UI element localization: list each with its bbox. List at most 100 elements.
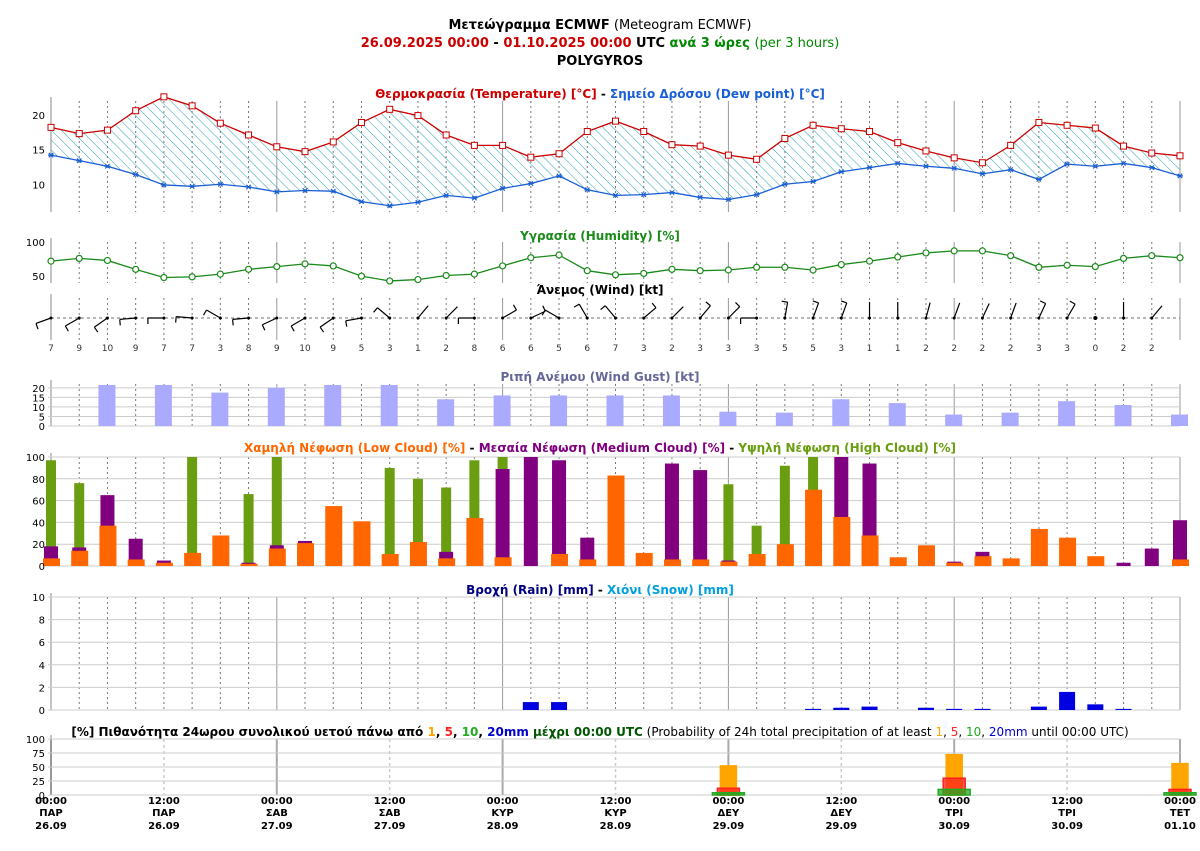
precip-title-rain: Βροχή (Rain) [mm] (466, 583, 594, 597)
humidity-point (696, 267, 704, 275)
gust-bar (719, 411, 737, 426)
low-cloud-bar (240, 563, 258, 566)
wind-barb (573, 303, 589, 320)
date-range: 26.09.2025 00:00 - 01.10.2025 00:00 UTC … (0, 35, 1200, 52)
gust-bar (493, 395, 511, 426)
wind-barb-shaft (981, 303, 990, 319)
dewpoint-point (781, 181, 788, 187)
y-tick-label: 10 (32, 593, 45, 604)
wind-barb (1093, 316, 1098, 320)
humidity-point (499, 262, 507, 270)
wind-barb (670, 306, 684, 320)
low-cloud-bar (381, 554, 399, 566)
high-cloud-bar (779, 465, 790, 566)
wind-barb-shaft (784, 302, 789, 319)
dewpoint-point-d2 (1008, 167, 1014, 173)
prob-title-t5: 5 (444, 725, 453, 739)
y-tick-label: 8 (39, 616, 45, 627)
wind-barb-flag (175, 316, 177, 323)
temperature-point (357, 119, 365, 127)
wind-speed-label: 2 (1008, 344, 1014, 354)
wind-barb-flag (812, 300, 819, 304)
dewpoint-point-d2 (697, 194, 703, 201)
medium-cloud-bar (1116, 562, 1131, 566)
x-tick-time: 00:00 (712, 796, 744, 807)
low-cloud-bar (99, 525, 117, 566)
wind-barb (541, 309, 561, 320)
wind-barb-shaft (176, 316, 193, 319)
dewpoint-point-d2 (443, 192, 449, 198)
wind-barb (781, 300, 789, 320)
y-tick-label: 80 (32, 475, 45, 486)
wind-barb-flag (1069, 300, 1076, 305)
y-tick-label: 75 (32, 749, 45, 760)
gust-title: Ριπή Ανέμου (Wind Gust) [kt] (500, 370, 700, 384)
precip-title-snow: Χιόνι (Snow) [mm] (607, 583, 734, 597)
wind-barb (175, 316, 194, 323)
dewpoint-point-d2 (245, 184, 252, 190)
dewpoint-point-d2 (1149, 164, 1155, 171)
y-tick-label: 15 (32, 393, 45, 404)
wind-barb (119, 316, 138, 326)
dewpoint-point-d2 (782, 181, 788, 187)
humidity-point (103, 256, 112, 265)
wind-barb-flag (261, 324, 266, 331)
y-tick-label: 10 (32, 180, 45, 191)
y-tick-label: 10 (32, 403, 45, 414)
wind-barb (1150, 305, 1163, 320)
y-tick-label: 0 (39, 791, 45, 802)
low-cloud-bar (184, 552, 202, 566)
humidity-point (1007, 252, 1015, 260)
temperature-point (668, 141, 676, 149)
wind-barb (416, 305, 429, 320)
temperature-point (978, 159, 986, 167)
wind-speed-label: 2 (980, 344, 986, 354)
wind-barb-shaft (812, 302, 820, 319)
humidity-point (132, 265, 140, 273)
dewpoint-point-d2 (387, 203, 393, 209)
medium-cloud-bar (693, 470, 708, 566)
dewpoint-point (612, 192, 619, 198)
x-tick-day: ΔΕΥ (717, 808, 740, 819)
dewpoint-point (1148, 164, 1155, 171)
high-cloud-bar (751, 525, 762, 566)
low-cloud-bar (579, 559, 597, 566)
x-tick-date: 26.09 (35, 821, 67, 832)
x-tick-time: 00:00 (35, 796, 67, 807)
dewpoint-point-d2 (1036, 176, 1042, 183)
humidity-point (273, 263, 281, 271)
temperature-point (414, 112, 422, 120)
temperature-point (866, 128, 874, 136)
x-tick-date: 27.09 (261, 821, 293, 832)
low-cloud-bar (551, 554, 569, 566)
wind-speed-label: 3 (726, 344, 732, 354)
x-tick-date: 29.09 (825, 821, 857, 832)
x-tick-time: 12:00 (825, 796, 857, 807)
x-tick-day: ΣΑΒ (266, 808, 288, 819)
humidity-point (442, 271, 450, 280)
rain-bar (917, 707, 934, 710)
dewpoint-point (838, 169, 845, 175)
humidity-point (781, 263, 789, 271)
humidity-point (1119, 254, 1128, 262)
humidity-point (1148, 252, 1156, 260)
dewpoint-point-d2 (556, 173, 562, 179)
wind-barb-shaft (643, 307, 657, 319)
y-tick-label: 2 (39, 683, 45, 694)
wind-barb (202, 309, 222, 320)
precip-title: Βροχή (Rain) [mm] - Χιόνι (Snow) [mm] (0, 583, 1200, 597)
dewpoint-point (132, 171, 139, 178)
gust-bar (606, 395, 624, 426)
dewpoint-point-d2 (471, 195, 477, 201)
dewpoint-point (753, 192, 760, 198)
dewpoint-point-d2 (895, 160, 901, 167)
x-tick-time: 00:00 (487, 796, 519, 807)
wind-barb-flag (512, 304, 517, 311)
temperature-point (640, 128, 648, 136)
gust-bar (1171, 414, 1188, 426)
dewpoint-point-d2 (1120, 160, 1127, 167)
wind-barb (896, 302, 900, 320)
wind-speed-label: 7 (161, 344, 167, 354)
temperature-point (753, 155, 761, 163)
cloud-title-medium: Μεσαία Νέφωση (Medium Cloud) [%] (478, 441, 726, 455)
